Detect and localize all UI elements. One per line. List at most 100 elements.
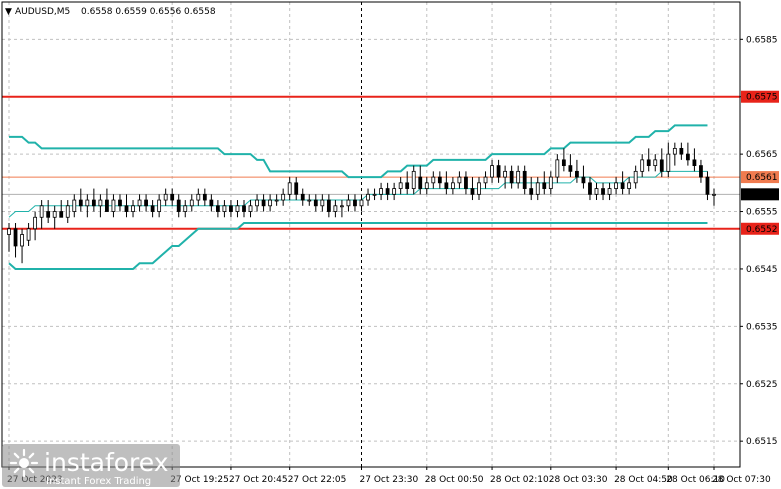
candle-body bbox=[437, 176, 442, 184]
candle-body bbox=[346, 199, 351, 207]
level-tag-resistance bbox=[741, 90, 779, 103]
candle-body bbox=[483, 176, 488, 184]
candle-body bbox=[398, 182, 403, 189]
candle-body bbox=[91, 199, 96, 207]
current-price-label: 0.6558 bbox=[746, 190, 778, 200]
candle-body bbox=[457, 176, 462, 184]
candle-body bbox=[490, 165, 494, 178]
watermark-panel bbox=[2, 444, 180, 487]
candle-body bbox=[366, 193, 370, 201]
plot-frame bbox=[1, 1, 741, 468]
candle-body bbox=[712, 193, 716, 196]
candles bbox=[7, 142, 716, 264]
candle-body bbox=[235, 205, 240, 212]
sunburst-logo-icon bbox=[9, 448, 39, 478]
x-tick-label: 28 Oct 06:10 bbox=[666, 475, 725, 485]
x-tick-label: 27 Oct 22:05 bbox=[288, 475, 347, 485]
candle-body bbox=[300, 193, 305, 201]
candle-body bbox=[20, 234, 24, 247]
candle-body bbox=[137, 199, 142, 207]
candle-body bbox=[340, 205, 344, 208]
candle-body bbox=[46, 211, 51, 218]
candle-body bbox=[496, 165, 501, 178]
x-tick-label: 27 Oct 20:45 bbox=[229, 475, 288, 485]
candle-body bbox=[477, 182, 481, 195]
candle-body bbox=[633, 170, 638, 184]
candle-body bbox=[176, 199, 181, 212]
candle-body bbox=[575, 170, 579, 178]
candle-body bbox=[529, 188, 534, 195]
level-tag-pivot bbox=[741, 171, 779, 184]
candle-body bbox=[470, 188, 475, 195]
candle-body bbox=[431, 176, 436, 184]
candle-body bbox=[620, 182, 625, 189]
x-tick-label: 28 Oct 04:50 bbox=[614, 475, 673, 485]
candle-body bbox=[13, 228, 18, 247]
candle-body bbox=[26, 228, 31, 241]
candle-body bbox=[614, 182, 618, 189]
x-tick-label: 27 Oct 23:30 bbox=[360, 475, 419, 485]
candle-body bbox=[542, 182, 547, 189]
candle-body bbox=[59, 211, 64, 218]
candle-body bbox=[679, 147, 684, 155]
candle-body bbox=[444, 182, 449, 189]
candle-body bbox=[509, 170, 514, 184]
candle-body bbox=[144, 199, 148, 207]
candle-body bbox=[281, 193, 286, 201]
x-tick-label: 28 Oct 07:30 bbox=[712, 475, 771, 485]
candle-body bbox=[555, 159, 560, 178]
candle-body bbox=[450, 182, 455, 189]
candle-body bbox=[170, 193, 175, 201]
x-tick-label: 28 Oct 03:30 bbox=[549, 475, 608, 485]
candle-body bbox=[333, 205, 338, 212]
candle-body bbox=[405, 182, 410, 189]
candle-body bbox=[274, 199, 279, 202]
candle-body bbox=[52, 211, 57, 218]
candle-body bbox=[672, 147, 677, 155]
candle-body bbox=[601, 188, 605, 195]
y-tick-label: 0.6525 bbox=[746, 380, 778, 390]
y-tick-label: 0.6545 bbox=[746, 265, 778, 275]
candle-body bbox=[313, 199, 318, 207]
price-axis: 0.6585 0.6575 0.6565 0.6555 0.6545 0.6535 0.65… bbox=[740, 35, 779, 447]
watermark-brand: instaforex bbox=[44, 448, 169, 477]
level-tag-label: 0.6575 bbox=[746, 93, 778, 103]
candle-body bbox=[261, 199, 266, 207]
candle-body bbox=[503, 170, 508, 178]
candle-body bbox=[255, 199, 259, 207]
y-tick-label: 0.6585 bbox=[746, 35, 778, 45]
candle-body bbox=[594, 188, 599, 195]
watermark-tagline: Instant Forex Trading bbox=[46, 476, 151, 487]
candle-body bbox=[418, 176, 423, 189]
candle-body bbox=[268, 199, 273, 207]
candle-body bbox=[202, 193, 207, 201]
level-tag-label: 0.6561 bbox=[746, 173, 778, 183]
candle-body bbox=[516, 170, 521, 184]
symbol-dropdown-arrow[interactable]: ▼ bbox=[5, 7, 12, 17]
candle-body bbox=[33, 216, 38, 230]
candle-body bbox=[685, 153, 690, 161]
candle-body bbox=[646, 159, 651, 167]
x-tick-label: 28 Oct 00:50 bbox=[425, 475, 484, 485]
candle-body bbox=[581, 176, 586, 184]
level-tag-support bbox=[741, 222, 779, 235]
candle-body bbox=[196, 193, 201, 201]
x-tick-label: 27 Oct 19:25 bbox=[170, 475, 229, 485]
candle-body bbox=[229, 205, 233, 212]
candle-body bbox=[548, 176, 553, 189]
candle-body bbox=[535, 182, 540, 195]
candle-body bbox=[189, 199, 194, 207]
bollinger-upper bbox=[9, 124, 708, 179]
candle-body bbox=[118, 199, 122, 207]
y-tick-label: 0.6565 bbox=[746, 150, 778, 160]
candle-body bbox=[163, 193, 168, 201]
candle-body bbox=[183, 205, 188, 212]
candle-body bbox=[294, 182, 299, 195]
candle-body bbox=[39, 205, 44, 218]
watermark: instaforex Instant Forex Trading bbox=[2, 444, 180, 487]
candle-body bbox=[307, 199, 312, 202]
candle-body bbox=[561, 159, 566, 167]
current-price-tag bbox=[741, 188, 779, 201]
candle-body bbox=[105, 199, 109, 212]
